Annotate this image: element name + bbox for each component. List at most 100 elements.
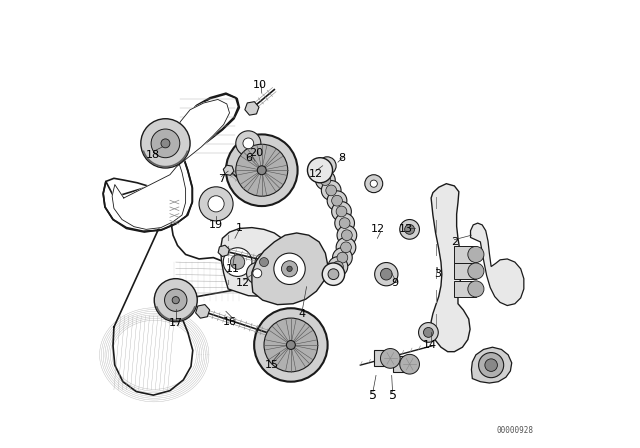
Circle shape <box>468 263 484 279</box>
Circle shape <box>316 170 335 190</box>
Circle shape <box>230 255 244 269</box>
Text: 7: 7 <box>218 174 225 184</box>
Polygon shape <box>112 99 230 229</box>
Text: 18: 18 <box>147 150 161 159</box>
Circle shape <box>164 289 187 311</box>
Circle shape <box>154 279 197 322</box>
Circle shape <box>328 269 339 280</box>
Circle shape <box>260 258 269 267</box>
Text: 13: 13 <box>399 224 413 234</box>
Circle shape <box>337 252 348 263</box>
Circle shape <box>324 264 343 284</box>
Circle shape <box>328 269 339 280</box>
Circle shape <box>324 162 331 169</box>
Text: 5: 5 <box>388 388 397 402</box>
Text: 19: 19 <box>209 220 223 230</box>
Circle shape <box>419 323 438 342</box>
Polygon shape <box>103 94 240 395</box>
Circle shape <box>254 308 328 382</box>
Text: 16: 16 <box>223 317 237 327</box>
Polygon shape <box>103 93 239 232</box>
Circle shape <box>320 175 331 185</box>
Circle shape <box>374 263 398 286</box>
Circle shape <box>370 180 378 187</box>
Polygon shape <box>393 356 410 372</box>
Circle shape <box>236 131 261 156</box>
Circle shape <box>326 185 337 196</box>
Polygon shape <box>431 184 470 352</box>
Circle shape <box>339 218 350 228</box>
Circle shape <box>404 224 415 234</box>
Circle shape <box>479 353 504 378</box>
Circle shape <box>223 248 252 276</box>
Text: 00000928: 00000928 <box>497 426 533 435</box>
Polygon shape <box>252 233 328 305</box>
Polygon shape <box>221 228 297 297</box>
Circle shape <box>336 237 356 257</box>
Circle shape <box>208 196 224 212</box>
Circle shape <box>246 263 268 284</box>
Circle shape <box>318 157 336 175</box>
Circle shape <box>333 261 343 272</box>
Circle shape <box>257 166 266 175</box>
Circle shape <box>327 191 347 211</box>
Circle shape <box>255 253 273 271</box>
Circle shape <box>333 248 352 267</box>
Text: 12: 12 <box>371 224 385 234</box>
Circle shape <box>321 181 341 200</box>
Circle shape <box>365 175 383 193</box>
Circle shape <box>199 187 233 221</box>
Text: 2: 2 <box>451 237 458 247</box>
Circle shape <box>340 242 351 253</box>
Circle shape <box>226 134 298 206</box>
Circle shape <box>307 158 333 183</box>
Circle shape <box>332 195 342 206</box>
Text: 9: 9 <box>392 278 399 288</box>
Text: 11: 11 <box>226 264 239 274</box>
Text: 8: 8 <box>338 153 345 163</box>
Circle shape <box>172 297 179 304</box>
Circle shape <box>468 246 484 263</box>
Circle shape <box>380 268 392 280</box>
Circle shape <box>141 119 190 168</box>
Text: 1: 1 <box>236 224 243 233</box>
Text: 12: 12 <box>236 278 250 288</box>
Polygon shape <box>472 347 512 383</box>
Text: 5: 5 <box>369 388 377 402</box>
Circle shape <box>282 261 298 277</box>
Polygon shape <box>454 263 476 279</box>
Polygon shape <box>470 223 524 306</box>
Text: 12: 12 <box>308 169 323 179</box>
Circle shape <box>274 253 305 284</box>
Circle shape <box>335 213 355 233</box>
Circle shape <box>332 202 351 221</box>
Text: 6: 6 <box>246 153 253 163</box>
Polygon shape <box>245 102 259 115</box>
Circle shape <box>310 160 330 180</box>
Circle shape <box>400 220 419 239</box>
Text: 10: 10 <box>253 80 267 90</box>
Circle shape <box>243 138 253 149</box>
Circle shape <box>485 359 497 371</box>
Circle shape <box>336 206 347 217</box>
Circle shape <box>400 354 419 374</box>
Circle shape <box>323 263 344 285</box>
Circle shape <box>287 340 296 349</box>
Polygon shape <box>223 165 234 175</box>
Circle shape <box>264 318 317 372</box>
Polygon shape <box>196 305 210 318</box>
Circle shape <box>287 266 292 271</box>
Circle shape <box>424 327 433 337</box>
Circle shape <box>342 230 352 241</box>
Text: 17: 17 <box>169 319 183 328</box>
Circle shape <box>380 349 400 368</box>
Polygon shape <box>218 245 229 257</box>
Polygon shape <box>374 350 390 366</box>
Circle shape <box>161 139 170 148</box>
Text: 4: 4 <box>298 310 306 319</box>
Polygon shape <box>104 92 239 393</box>
Circle shape <box>337 225 356 245</box>
Circle shape <box>468 281 484 297</box>
Text: 20: 20 <box>250 148 264 158</box>
Circle shape <box>151 129 180 158</box>
